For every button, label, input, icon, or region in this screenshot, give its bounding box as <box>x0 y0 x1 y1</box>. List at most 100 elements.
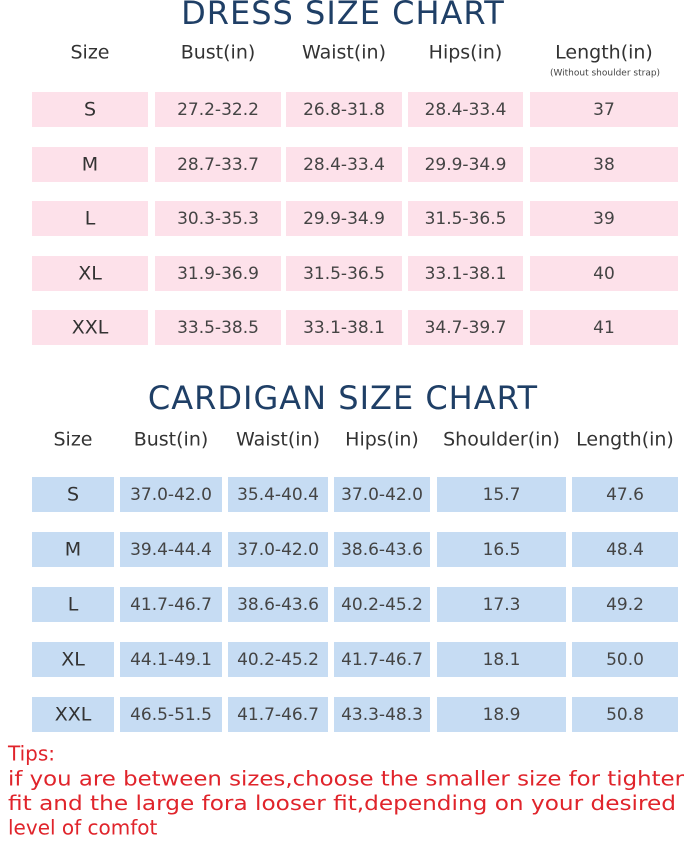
cell-value: 31.5-36.5 <box>303 264 385 284</box>
table-cell <box>32 256 148 291</box>
size-label: XL <box>61 649 85 671</box>
cell-value: 38.6-43.6 <box>341 540 423 560</box>
cell-value: 38.6-43.6 <box>237 595 319 615</box>
cell-value: 16.5 <box>483 540 521 560</box>
table-cell <box>437 477 566 512</box>
table-cell <box>120 697 222 732</box>
table-cell <box>155 92 281 127</box>
table-cell <box>334 477 430 512</box>
cell-value: 37.0-42.0 <box>130 485 212 505</box>
table-cell <box>572 642 678 677</box>
cell-value: 41.7-46.7 <box>237 705 319 725</box>
table-cell <box>530 256 678 291</box>
table-cell <box>572 477 678 512</box>
table-cell <box>32 697 114 732</box>
table-cell <box>286 310 402 345</box>
cell-value: 15.7 <box>483 485 521 505</box>
cell-value: 28.4-33.4 <box>303 155 385 175</box>
table-cell <box>408 310 523 345</box>
table-cell <box>408 92 523 127</box>
cell-value: 33.1-38.1 <box>425 264 507 284</box>
cell-value: 33.5-38.5 <box>177 318 259 338</box>
cell-value: 18.9 <box>483 705 521 725</box>
table-cell <box>32 201 148 236</box>
table-cell <box>155 256 281 291</box>
cell-value: 17.3 <box>483 595 521 615</box>
cell-value: 18.1 <box>483 650 521 670</box>
table-cell <box>286 92 402 127</box>
cell-value: 37.0-42.0 <box>237 540 319 560</box>
cell-value: 33.1-38.1 <box>303 318 385 338</box>
table-cell <box>32 92 148 127</box>
cell-value: 41 <box>593 318 615 338</box>
column-header: Waist(in) <box>302 42 386 64</box>
table-cell <box>155 310 281 345</box>
table-cell <box>120 587 222 622</box>
cell-value: 30.3-35.3 <box>177 209 259 229</box>
column-header: Bust(in) <box>134 429 209 451</box>
size-label: L <box>85 208 96 230</box>
table-cell <box>530 92 678 127</box>
cell-value: 34.7-39.7 <box>425 318 507 338</box>
table-cell <box>155 201 281 236</box>
cell-value: 40.2-45.2 <box>237 650 319 670</box>
table-cell <box>32 310 148 345</box>
dress-note: (Without shoulder strap) <box>550 69 660 79</box>
size-label: S <box>67 484 79 506</box>
table-cell <box>572 697 678 732</box>
column-header: Length(in) <box>576 429 674 451</box>
cell-value: 47.6 <box>606 485 644 505</box>
table-cell <box>437 697 566 732</box>
cell-value: 41.7-46.7 <box>341 650 423 670</box>
cell-value: 26.8-31.8 <box>303 100 385 120</box>
table-cell <box>32 477 114 512</box>
cell-value: 31.5-36.5 <box>425 209 507 229</box>
table-cell <box>530 147 678 182</box>
table-cell <box>572 532 678 567</box>
table-cell <box>334 642 430 677</box>
table-cell <box>32 587 114 622</box>
column-header: Shoulder(in) <box>443 429 560 451</box>
tip-line: if you are between sizes,choose the smal… <box>8 767 685 791</box>
table-cell <box>408 201 523 236</box>
table-cell <box>32 642 114 677</box>
column-header: Size <box>70 42 109 64</box>
cell-value: 40 <box>593 264 615 284</box>
table-cell <box>286 256 402 291</box>
cell-value: 31.9-36.9 <box>177 264 259 284</box>
cell-value: 29.9-34.9 <box>303 209 385 229</box>
size-label: XXL <box>55 704 92 726</box>
table-cell <box>437 532 566 567</box>
table-cell <box>228 642 328 677</box>
cardigan-title: CARDIGAN SIZE CHART <box>148 379 538 417</box>
table-cell <box>437 642 566 677</box>
table-cell <box>228 477 328 512</box>
table-cell <box>32 532 114 567</box>
column-header: Length(in) <box>555 42 653 64</box>
table-cell <box>32 147 148 182</box>
table-cell <box>437 587 566 622</box>
table-cell <box>286 147 402 182</box>
column-header: Hips(in) <box>429 42 503 64</box>
table-cell <box>155 147 281 182</box>
table-cell <box>228 532 328 567</box>
cell-value: 41.7-46.7 <box>130 595 212 615</box>
table-cell <box>334 587 430 622</box>
tips-title: Tips: <box>7 742 55 766</box>
column-header: Size <box>53 429 92 451</box>
size-label: XXL <box>72 317 109 339</box>
tip-line: fit and the large fora looser fit,depend… <box>8 791 676 815</box>
cell-value: 29.9-34.9 <box>425 155 507 175</box>
cell-value: 39.4-44.4 <box>130 540 212 560</box>
table-cell <box>286 201 402 236</box>
cell-value: 50.0 <box>606 650 644 670</box>
cell-value: 37 <box>593 100 615 120</box>
cell-value: 49.2 <box>606 595 644 615</box>
table-cell <box>228 587 328 622</box>
size-label: M <box>82 154 98 176</box>
cell-value: 44.1-49.1 <box>130 650 212 670</box>
cell-value: 50.8 <box>606 705 644 725</box>
size-label: L <box>68 594 79 616</box>
cell-value: 38 <box>593 155 615 175</box>
